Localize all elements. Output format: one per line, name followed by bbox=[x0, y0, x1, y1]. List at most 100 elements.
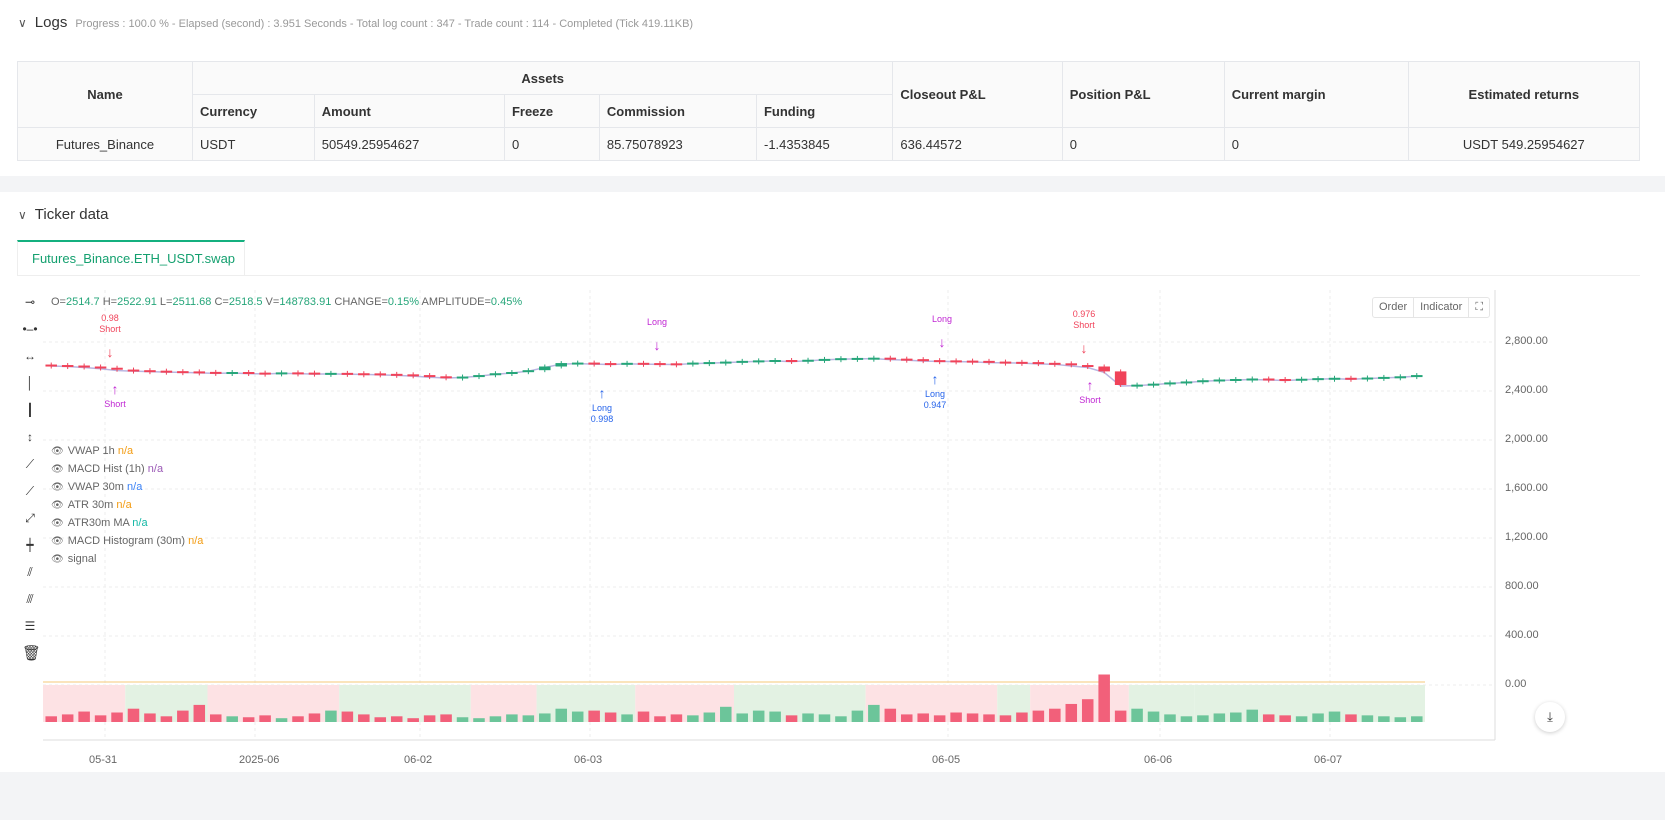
volume-bar bbox=[1114, 710, 1127, 722]
volume-bar bbox=[621, 714, 633, 722]
extended-line-icon[interactable]: ⤢ bbox=[25, 511, 35, 525]
candle-body bbox=[226, 372, 238, 375]
annotation-value: 0.98 bbox=[101, 313, 119, 323]
candle-body bbox=[1246, 378, 1259, 381]
horizontal-ray-icon[interactable]: ⊸ bbox=[24, 295, 36, 309]
y-tick-label: 2,800.00 bbox=[1505, 335, 1548, 347]
fullscreen-icon[interactable]: ⛶ bbox=[1475, 301, 1484, 313]
volume-bar bbox=[1279, 715, 1291, 722]
price-range-icon[interactable]: ┿ bbox=[26, 538, 34, 552]
chevron-down-icon[interactable]: ∨ bbox=[18, 208, 27, 222]
candle-body bbox=[999, 361, 1012, 364]
candle-body bbox=[1213, 379, 1226, 382]
legend-value: n/a bbox=[188, 535, 204, 547]
volume-bar bbox=[1230, 712, 1242, 722]
arrow-up-icon: ↑ bbox=[1087, 377, 1094, 393]
volume-bar bbox=[555, 708, 568, 722]
candle-body bbox=[687, 362, 699, 365]
candle-body bbox=[374, 373, 387, 376]
candle-body bbox=[1081, 365, 1094, 368]
candle-body bbox=[193, 371, 206, 374]
eye-icon[interactable]: 👁 bbox=[51, 500, 64, 511]
scroll-to-latest-button[interactable]: ⤓ bbox=[1535, 702, 1565, 732]
volume-bar bbox=[1246, 709, 1259, 722]
eye-icon[interactable]: 👁 bbox=[51, 536, 64, 547]
trend-line-icon[interactable]: ⟋ bbox=[25, 457, 35, 471]
candle-body bbox=[1049, 362, 1061, 365]
eye-icon[interactable]: 👁 bbox=[51, 482, 64, 493]
trash-icon[interactable]: 🗑 bbox=[22, 645, 42, 662]
v-label: V= bbox=[262, 296, 280, 308]
candle-body bbox=[473, 375, 485, 378]
ray-line-icon[interactable]: ⟋ bbox=[25, 484, 35, 498]
horizontal-segment-icon[interactable]: ↔ bbox=[24, 349, 36, 363]
annotation-label: Long bbox=[932, 314, 952, 324]
volume-bar bbox=[275, 718, 288, 722]
arrow-up-icon: ↑ bbox=[112, 381, 119, 397]
legend-item[interactable]: 👁 VWAP 30m n/a bbox=[51, 481, 142, 493]
horizontal-line-icon[interactable]: •–• bbox=[22, 322, 38, 336]
candle-body bbox=[670, 363, 683, 366]
candle-body bbox=[1279, 378, 1291, 381]
annotation-value: 0.976 bbox=[1073, 309, 1096, 319]
th-commission: Commission bbox=[598, 94, 757, 128]
vertical-segment-icon[interactable]: ↕ bbox=[27, 430, 33, 444]
volume-bar bbox=[407, 718, 419, 722]
legend-item[interactable]: 👁 MACD Histogram (30m) n/a bbox=[51, 535, 203, 547]
arrow-down-icon: ↓ bbox=[1081, 340, 1088, 356]
volume-bar bbox=[1131, 708, 1143, 722]
candle-body bbox=[259, 372, 271, 375]
candle-body bbox=[966, 360, 979, 363]
candle-body bbox=[1411, 375, 1423, 378]
eye-icon[interactable]: 👁 bbox=[51, 518, 64, 529]
volume-bar bbox=[226, 716, 238, 722]
cell: 636.44572 bbox=[892, 127, 1063, 161]
candle-body bbox=[571, 362, 584, 365]
eye-icon[interactable]: 👁 bbox=[51, 464, 64, 475]
volume-bar bbox=[571, 711, 584, 722]
legend-item[interactable]: 👁 MACD Hist (1h) n/a bbox=[51, 463, 163, 475]
eye-icon[interactable]: 👁 bbox=[51, 554, 64, 565]
logs-header[interactable]: ∨ Logs Progress : 100.0 % - Elapsed (sec… bbox=[18, 14, 693, 31]
volume-bar bbox=[522, 715, 535, 722]
candle-body bbox=[292, 372, 304, 375]
candle-body bbox=[835, 358, 847, 361]
candle-body bbox=[1032, 362, 1045, 365]
volume-bar bbox=[654, 716, 666, 722]
ticker-header[interactable]: ∨ Ticker data bbox=[18, 206, 108, 223]
vertical-ray-icon[interactable]: │ bbox=[26, 376, 34, 390]
chevron-down-icon[interactable]: ∨ bbox=[18, 16, 27, 30]
change-value: 0.15% bbox=[387, 296, 420, 308]
th-position: Position P&L bbox=[1061, 61, 1225, 128]
candle-body bbox=[456, 376, 469, 379]
tab-eth-usdt-swap[interactable]: Futures_Binance.ETH_USDT.swap bbox=[17, 240, 245, 275]
parallel-channel-icon[interactable]: ⫽ bbox=[27, 565, 33, 579]
legend-item[interactable]: 👁 ATR 30m n/a bbox=[51, 499, 132, 511]
x-tick-label: 06-07 bbox=[1314, 754, 1343, 766]
annotation-value: 0.998 bbox=[591, 414, 614, 424]
vertical-line-icon[interactable]: ┃ bbox=[26, 403, 34, 417]
legend-item[interactable]: 👁 ATR30m MA n/a bbox=[51, 517, 148, 529]
cell: 85.75078923 bbox=[598, 127, 757, 161]
candle-body bbox=[144, 370, 156, 373]
legend-value: n/a bbox=[132, 517, 148, 529]
eye-icon[interactable]: 👁 bbox=[51, 446, 64, 457]
fib-retracement-icon[interactable]: ☰ bbox=[24, 619, 36, 633]
volume-bar bbox=[242, 717, 255, 722]
pitchfork-icon[interactable]: ⫻ bbox=[26, 592, 34, 606]
volume-bar bbox=[1262, 714, 1275, 722]
logs-panel: ∨ Logs Progress : 100.0 % - Elapsed (sec… bbox=[0, 0, 1665, 176]
volume-bar bbox=[374, 717, 387, 722]
indicator-button[interactable]: Indicator bbox=[1414, 298, 1470, 317]
order-button[interactable]: Order bbox=[1373, 298, 1415, 317]
legend-value: n/a bbox=[117, 445, 134, 457]
volume-bar bbox=[111, 712, 123, 722]
volume-bar bbox=[61, 714, 74, 722]
volume-bar bbox=[177, 710, 189, 722]
legend-item[interactable]: 👁 VWAP 1h n/a bbox=[51, 445, 133, 457]
volume-bar bbox=[1411, 716, 1423, 722]
legend-item[interactable]: 👁 signal bbox=[51, 553, 96, 565]
volume-bar bbox=[835, 716, 847, 722]
candle-body bbox=[588, 362, 600, 365]
